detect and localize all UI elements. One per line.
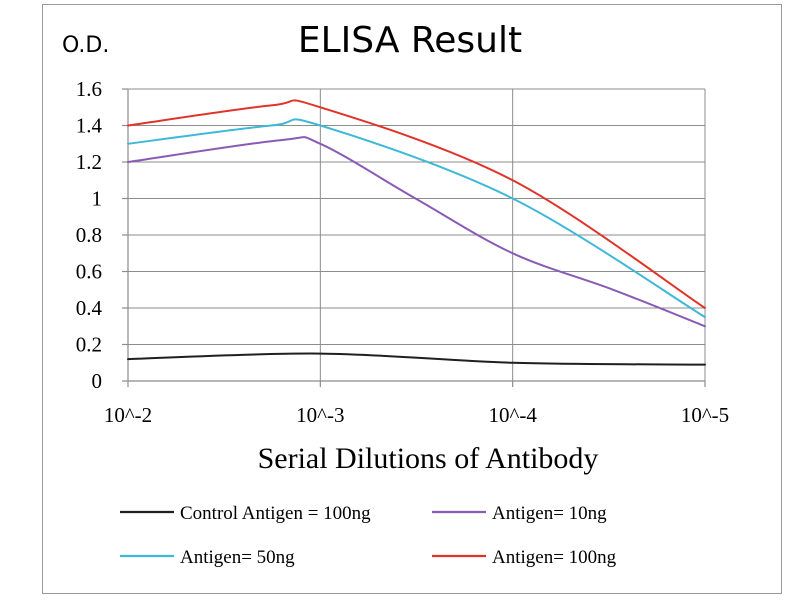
x-tick-label: 10^-5 — [681, 403, 729, 427]
legend-label-0: Control Antigen = 100ng — [180, 503, 371, 524]
x-tick-label: 10^-3 — [296, 403, 344, 427]
x-tick-label: 10^-4 — [488, 403, 537, 427]
y-tick-label: 0.6 — [76, 260, 102, 284]
y-tick-label: 1.2 — [76, 150, 102, 174]
series-line-2 — [127, 118, 706, 319]
x-tick-labels: 10^-2 10^-3 10^-4 10^-5 — [104, 403, 729, 427]
series-line-1 — [127, 136, 706, 328]
y-tick-label: 0.8 — [76, 223, 102, 247]
chart-title: ELISA Result — [298, 20, 522, 61]
legend: Control Antigen = 100ng Antigen= 10ng Anti… — [120, 503, 617, 568]
chart-frame — [42, 4, 782, 594]
legend-label-3: Antigen= 100ng — [492, 547, 617, 568]
y-tick-label: 0.2 — [76, 333, 102, 357]
y-tick-label: 1.4 — [76, 114, 103, 138]
series-lines — [127, 99, 706, 366]
series-line-3 — [127, 99, 706, 309]
y-tick-label: 1 — [92, 187, 103, 211]
y-axis-label: O.D. — [62, 33, 109, 58]
legend-label-1: Antigen= 10ng — [492, 503, 607, 524]
y-tick-label: 0 — [92, 369, 103, 393]
series-line-0 — [127, 352, 706, 366]
y-tick-label: 1.6 — [76, 77, 102, 101]
y-tick-label: 0.4 — [76, 296, 103, 320]
legend-label-2: Antigen= 50ng — [180, 547, 295, 568]
axes — [122, 88, 705, 382]
x-axis-label: Serial Dilutions of Antibody — [258, 442, 599, 475]
gridlines — [127, 88, 706, 387]
x-tick-label: 10^-2 — [104, 403, 152, 427]
y-tick-labels: 1.6 1.4 1.2 1 0.8 0.6 0.4 0.2 0 — [76, 77, 103, 393]
